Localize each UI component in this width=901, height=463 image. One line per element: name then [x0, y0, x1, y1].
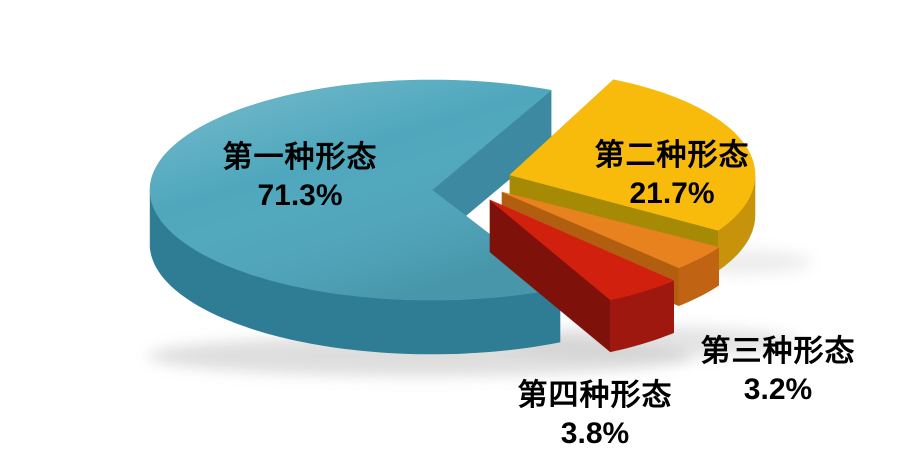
pie-chart-canvas: 第一种形态 71.3% 第二种形态 21.7% 第三种形态 3.2% 第四种形态… — [148, 79, 855, 450]
pie-3d-graphic — [148, 79, 812, 376]
